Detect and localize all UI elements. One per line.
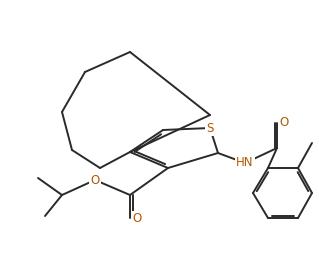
Text: S: S xyxy=(206,121,214,134)
Text: O: O xyxy=(90,174,100,186)
Text: HN: HN xyxy=(236,157,254,170)
Text: O: O xyxy=(279,117,289,129)
Text: O: O xyxy=(132,211,142,225)
